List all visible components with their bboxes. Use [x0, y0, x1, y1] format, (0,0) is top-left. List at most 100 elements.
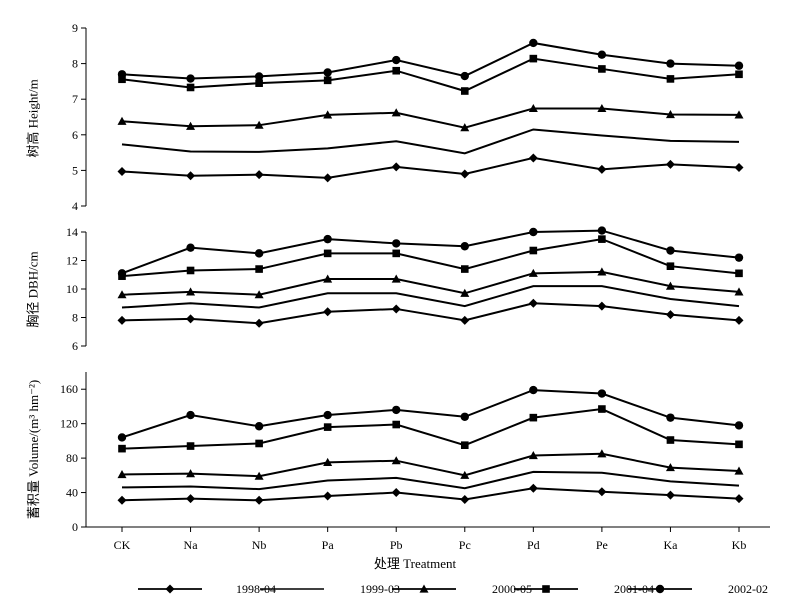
data-point [254, 290, 264, 299]
x-tick-label: CK [114, 538, 131, 552]
series-2000-05 [117, 267, 744, 299]
series-2000-05 [117, 449, 744, 480]
data-point [186, 83, 195, 92]
data-point [391, 488, 401, 498]
data-point [460, 412, 469, 421]
data-point [118, 75, 126, 84]
data-point [186, 314, 196, 324]
data-point [666, 413, 675, 422]
data-point [734, 421, 744, 430]
legend-label: 2002-02 [728, 582, 768, 596]
data-point [186, 469, 196, 478]
data-point [392, 249, 401, 258]
series-line-2000-05 [121, 452, 740, 478]
data-point [529, 54, 538, 63]
x-tick-label: Kb [732, 538, 747, 552]
x-tick-label: Pc [459, 538, 471, 552]
panel-height-y-label: 树高 Height/m [25, 78, 41, 158]
data-point [186, 243, 195, 252]
data-point [528, 103, 538, 113]
legend-label: 2000-05 [492, 582, 532, 596]
data-point [666, 246, 675, 255]
y-tick-label: 14 [66, 225, 78, 239]
data-point [323, 76, 332, 85]
legend-marker-square [542, 585, 550, 593]
data-point [529, 227, 538, 237]
data-point [597, 267, 607, 276]
y-tick-label: 8 [72, 57, 78, 71]
data-point [391, 274, 401, 283]
data-point [118, 444, 126, 453]
x-tick-label: Pd [527, 538, 540, 552]
data-point [117, 116, 127, 125]
data-point [392, 405, 401, 415]
data-point [597, 226, 607, 235]
data-point [529, 246, 538, 255]
y-tick-label: 6 [72, 339, 78, 353]
legend-label: 1998-04 [236, 582, 276, 596]
series-1998-04 [117, 153, 744, 183]
series-2002-02 [117, 385, 744, 442]
data-point [460, 315, 470, 325]
data-point [323, 110, 333, 119]
data-point [186, 121, 196, 130]
data-point [460, 288, 470, 297]
data-point [460, 265, 469, 273]
y-tick-label: 40 [66, 486, 78, 500]
y-tick-label: 7 [72, 92, 78, 106]
data-point [665, 110, 675, 119]
data-point [734, 110, 744, 119]
y-tick-label: 12 [66, 254, 78, 268]
data-point [255, 439, 263, 448]
data-point [598, 405, 606, 413]
y-tick-label: 5 [72, 163, 78, 177]
legend-marker-triangle [419, 584, 429, 593]
series-2000-05 [117, 103, 744, 132]
data-point [392, 239, 401, 248]
data-point [735, 269, 743, 278]
data-point [117, 166, 127, 176]
data-point [735, 440, 743, 449]
data-point [323, 307, 333, 317]
data-point [734, 253, 744, 262]
legend-marker-diamond [165, 584, 175, 594]
legend-item-1998-04: 1998-04 [138, 582, 276, 596]
data-point [186, 410, 195, 420]
data-point [665, 159, 675, 169]
panel-volume: 0 40 80 120 160 [60, 372, 744, 534]
data-point [597, 103, 607, 113]
series-2001-04 [118, 405, 743, 453]
data-point [665, 490, 675, 500]
data-point [665, 310, 675, 320]
legend-item-1999-03: 1999-03 [260, 582, 400, 596]
data-point [255, 265, 263, 273]
data-point [117, 469, 127, 479]
data-point [323, 274, 333, 283]
data-point [254, 249, 264, 258]
data-point [734, 494, 744, 504]
x-tick-label: Pa [322, 538, 335, 552]
data-point [528, 483, 538, 493]
data-point [460, 71, 469, 81]
data-point [392, 420, 401, 429]
series-line-1999-03 [121, 470, 740, 491]
series-line-1998-04 [121, 302, 740, 325]
data-point [391, 456, 401, 465]
series-line-1998-04 [121, 156, 740, 179]
data-point [665, 281, 675, 290]
x-tick-label: Ka [663, 538, 678, 552]
data-point [597, 487, 607, 497]
series-line-1999-03 [121, 128, 740, 155]
data-point [391, 108, 401, 117]
data-point [460, 242, 469, 251]
data-point [254, 170, 264, 180]
series-1998-04 [117, 298, 744, 328]
y-tick-label: 9 [72, 21, 78, 35]
data-point [597, 301, 607, 311]
data-point [597, 449, 607, 458]
legend-marker-circle [655, 584, 665, 594]
data-point [666, 59, 675, 68]
data-point [460, 470, 470, 479]
data-point [597, 50, 607, 59]
